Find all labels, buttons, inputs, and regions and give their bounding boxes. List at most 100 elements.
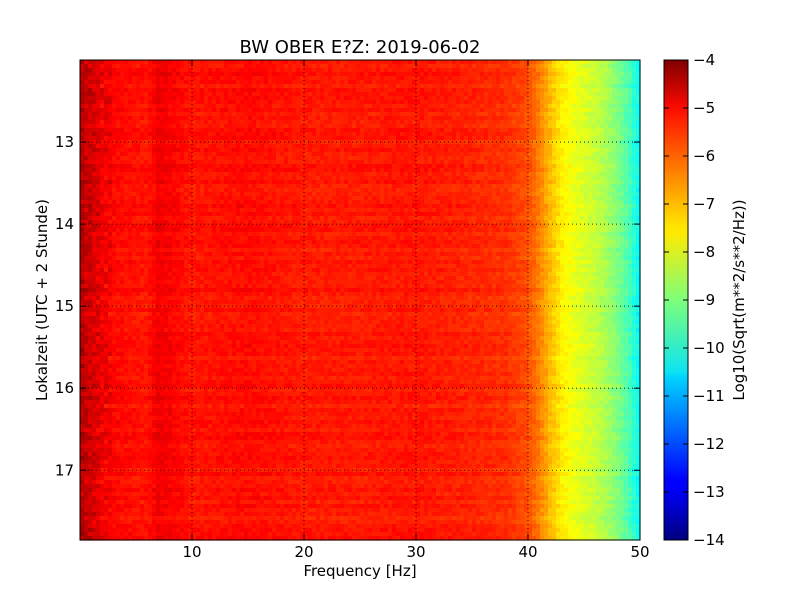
heatmap-cell [548,152,553,157]
heatmap-cell [480,152,485,157]
heatmap-cell [508,136,513,141]
heatmap-cell [520,88,525,93]
heatmap-cell [96,124,101,129]
heatmap-cell [436,76,441,81]
heatmap-cell [444,124,449,129]
heatmap-cell [172,104,177,109]
heatmap-cell [496,96,501,101]
heatmap-cell [308,100,313,105]
heatmap-cell [444,64,449,69]
heatmap-cell [356,84,361,89]
heatmap-cell [328,196,333,201]
heatmap-cell [364,200,369,205]
heatmap-cell [232,124,237,129]
heatmap-cell [468,116,473,121]
heatmap-cell [596,92,601,97]
heatmap-cell [488,168,493,173]
heatmap-cell [388,80,393,85]
heatmap-cell [448,172,453,177]
heatmap-cell [220,104,225,109]
heatmap-cell [296,84,301,89]
heatmap-cell [568,64,573,69]
heatmap-cell [192,136,197,141]
heatmap-cell [580,72,585,77]
heatmap-cell [144,180,149,185]
heatmap-cell [88,124,93,129]
heatmap-cell [324,108,329,113]
heatmap-cell [324,200,329,205]
heatmap-cell [572,84,577,89]
heatmap-cell [368,152,373,157]
heatmap-cell [624,140,629,145]
heatmap-cell [400,152,405,157]
heatmap-cell [232,156,237,161]
heatmap-cell [464,108,469,113]
heatmap-cell [256,152,261,157]
heatmap-cell [356,60,361,65]
heatmap-cell [468,60,473,65]
heatmap-cell [264,180,269,185]
heatmap-cell [376,164,381,169]
heatmap-cell [92,132,97,137]
heatmap-cell [164,144,169,149]
heatmap-cell [412,68,417,73]
heatmap-cell [256,60,261,65]
heatmap-cell [232,144,237,149]
heatmap-cell [148,176,153,181]
heatmap-cell [596,192,601,197]
heatmap-cell [200,140,205,145]
heatmap-cell [332,72,337,77]
heatmap-cell [324,168,329,173]
heatmap-cell [396,188,401,193]
heatmap-cell [260,88,265,93]
heatmap-cell [164,112,169,117]
heatmap-cell [436,128,441,133]
heatmap-cell [308,72,313,77]
heatmap-cell [312,144,317,149]
heatmap-cell [368,116,373,121]
heatmap-cell [492,180,497,185]
heatmap-cell [356,80,361,85]
heatmap-cell [80,104,85,109]
heatmap-cell [604,152,609,157]
heatmap-cell [528,120,533,125]
heatmap-cell [516,188,521,193]
heatmap-cell [340,144,345,149]
heatmap-cell [92,144,97,149]
heatmap-cell [328,84,333,89]
heatmap-cell [524,180,529,185]
heatmap-cell [340,188,345,193]
heatmap-cell [484,128,489,133]
heatmap-cell [304,184,309,189]
heatmap-cell [516,160,521,165]
heatmap-cell [232,136,237,141]
heatmap-cell [100,152,105,157]
heatmap-cell [396,156,401,161]
heatmap-cell [592,92,597,97]
heatmap-cell [252,84,257,89]
heatmap-cell [256,192,261,197]
heatmap-cell [276,124,281,129]
heatmap-cell [236,60,241,65]
heatmap-cell [464,116,469,121]
heatmap-cell [212,76,217,81]
heatmap-cell [88,72,93,77]
heatmap-cell [212,184,217,189]
heatmap-cell [548,80,553,85]
heatmap-cell [432,60,437,65]
heatmap-cell [568,164,573,169]
heatmap-cell [196,84,201,89]
heatmap-cell [88,104,93,109]
heatmap-cell [392,108,397,113]
heatmap-cell [204,76,209,81]
heatmap-cell [548,140,553,145]
heatmap-cell [268,160,273,165]
heatmap-cell [468,64,473,69]
heatmap-cell [424,72,429,77]
heatmap-cell [196,120,201,125]
heatmap-cell [100,92,105,97]
heatmap-cell [372,132,377,137]
heatmap-cell [92,188,97,193]
heatmap-cell [428,188,433,193]
heatmap-cell [408,60,413,65]
